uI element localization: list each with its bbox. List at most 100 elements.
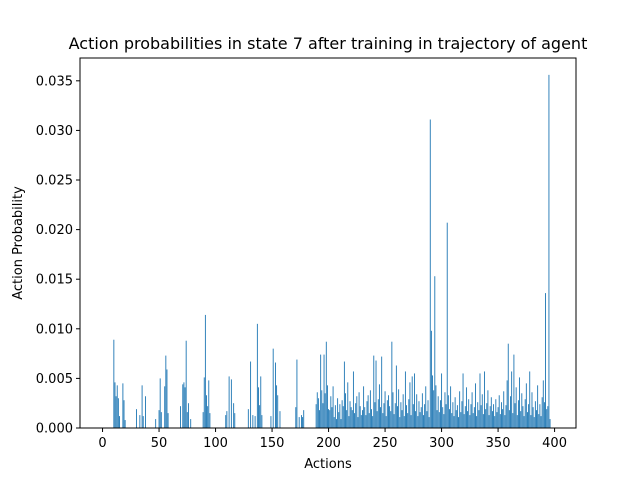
bar [519,377,521,428]
bar [504,415,506,428]
bar [414,373,415,428]
bar [545,293,546,428]
x-tick-label: 200 [316,436,341,451]
bar [350,407,352,428]
bar [382,413,384,428]
bar [406,405,407,428]
bar [296,359,298,428]
bar [473,407,475,428]
bar [515,387,517,428]
bar [186,412,188,428]
bar [270,416,272,428]
bar [347,382,349,428]
bar [155,419,157,428]
bar [226,411,228,428]
bar [549,419,551,428]
bar [441,373,443,428]
bar [540,416,542,428]
bar [360,415,362,428]
bar [467,411,469,428]
y-axis-label: Action Probability [11,186,26,300]
bar [460,412,462,428]
bar [362,410,363,428]
bar [511,371,513,428]
bar [499,414,501,428]
bar [536,410,537,428]
bar [496,412,498,428]
bar [317,398,319,428]
bar [319,410,320,428]
bar [330,396,332,428]
bar [528,404,530,428]
bar [479,373,481,428]
bar [410,415,412,428]
bar [529,371,531,428]
bar [438,412,440,428]
bar [325,341,327,428]
bar [298,417,300,428]
bar [420,407,422,428]
bar [372,416,374,428]
bar [376,411,378,428]
bar [538,414,540,428]
bar [315,404,317,428]
bar [542,380,544,428]
bar [337,398,339,428]
bar [418,401,420,428]
y-tick-label: 0.015 [36,273,73,288]
bar [470,404,472,428]
bar [145,396,146,428]
bar [322,403,324,428]
bar [475,383,476,428]
bar [331,407,333,428]
y-tick-label: 0.030 [36,124,73,139]
bar [531,392,533,428]
bar [436,410,438,428]
y-tick-label: 0.000 [36,422,73,437]
bar [256,323,258,428]
x-tick-label: 350 [486,436,511,451]
bar [449,409,450,428]
bar [501,402,502,428]
bar [456,405,458,428]
bar [478,410,480,428]
x-axis-label: Actions [304,457,352,472]
bar [160,412,162,428]
bar [439,400,441,428]
x-tick-label: 100 [203,436,228,451]
bar [184,387,186,428]
bar [517,400,519,428]
bar [113,339,115,428]
x-tick-label: 0 [98,436,106,451]
x-tick-label: 250 [373,436,398,451]
bar [116,385,118,428]
bar [142,416,144,428]
bar [468,399,470,428]
bar [180,406,181,428]
bar [261,415,263,428]
x-tick-label: 400 [542,436,567,451]
bar [443,414,445,428]
bar [352,371,354,428]
bar [454,397,456,428]
bar [355,403,357,428]
bar [233,403,235,428]
bar [433,390,435,428]
bar [534,401,536,428]
bar [383,403,385,428]
bar [455,410,457,428]
bar [486,403,488,428]
bar [367,395,369,428]
bar [346,410,348,428]
plot-frame [79,57,577,429]
bar [451,413,453,428]
bar [480,405,482,428]
bar [453,416,455,428]
bar [502,409,504,428]
bar [392,392,394,428]
bar [260,376,262,428]
bar [430,330,432,428]
bar [489,406,491,428]
